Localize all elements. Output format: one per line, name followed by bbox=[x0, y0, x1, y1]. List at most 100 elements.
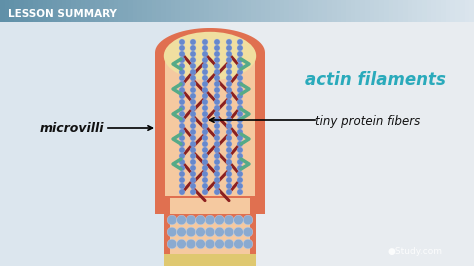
Circle shape bbox=[226, 81, 232, 87]
Circle shape bbox=[226, 183, 232, 189]
Circle shape bbox=[202, 45, 208, 51]
Circle shape bbox=[214, 135, 220, 141]
Circle shape bbox=[202, 63, 208, 69]
Bar bbox=[256, 0, 262, 22]
Bar bbox=[398, 0, 404, 22]
Bar bbox=[175, 0, 181, 22]
Circle shape bbox=[214, 93, 220, 99]
Bar bbox=[469, 0, 474, 22]
Bar bbox=[284, 0, 290, 22]
Bar bbox=[332, 0, 337, 22]
Bar bbox=[137, 0, 143, 22]
Circle shape bbox=[214, 147, 220, 153]
Circle shape bbox=[226, 63, 232, 69]
Bar bbox=[246, 0, 252, 22]
Circle shape bbox=[226, 111, 232, 117]
Circle shape bbox=[237, 111, 243, 117]
Circle shape bbox=[226, 129, 232, 135]
Circle shape bbox=[179, 63, 185, 69]
Bar bbox=[356, 0, 361, 22]
Bar bbox=[436, 0, 442, 22]
Circle shape bbox=[243, 227, 253, 237]
Bar bbox=[114, 0, 119, 22]
Bar bbox=[403, 0, 409, 22]
Circle shape bbox=[205, 215, 215, 225]
Text: tiny protein fibers: tiny protein fibers bbox=[315, 115, 420, 128]
Bar bbox=[76, 0, 82, 22]
Circle shape bbox=[179, 183, 185, 189]
Circle shape bbox=[179, 57, 185, 63]
Bar bbox=[123, 0, 129, 22]
Bar bbox=[280, 0, 285, 22]
Circle shape bbox=[214, 99, 220, 105]
Circle shape bbox=[179, 159, 185, 165]
Circle shape bbox=[190, 123, 196, 129]
Circle shape bbox=[226, 141, 232, 147]
Bar bbox=[62, 0, 67, 22]
Circle shape bbox=[179, 117, 185, 123]
Circle shape bbox=[224, 215, 234, 225]
Bar bbox=[24, 0, 29, 22]
Circle shape bbox=[202, 141, 208, 147]
Bar bbox=[85, 0, 91, 22]
Circle shape bbox=[190, 51, 196, 57]
Circle shape bbox=[190, 105, 196, 111]
Bar bbox=[170, 220, 250, 266]
Bar bbox=[118, 0, 124, 22]
Circle shape bbox=[179, 153, 185, 159]
Circle shape bbox=[237, 123, 243, 129]
Circle shape bbox=[190, 129, 196, 135]
Circle shape bbox=[237, 147, 243, 153]
Circle shape bbox=[179, 87, 185, 93]
Circle shape bbox=[214, 165, 220, 171]
Circle shape bbox=[226, 75, 232, 81]
Bar bbox=[251, 196, 265, 214]
Bar bbox=[412, 0, 418, 22]
Circle shape bbox=[214, 177, 220, 183]
Circle shape bbox=[214, 75, 220, 81]
Bar bbox=[270, 0, 276, 22]
Circle shape bbox=[214, 57, 220, 63]
Bar bbox=[299, 0, 304, 22]
Circle shape bbox=[202, 177, 208, 183]
Circle shape bbox=[237, 171, 243, 177]
Circle shape bbox=[237, 129, 243, 135]
Bar bbox=[199, 0, 205, 22]
Circle shape bbox=[214, 111, 220, 117]
Circle shape bbox=[190, 147, 196, 153]
Bar bbox=[95, 0, 100, 22]
Circle shape bbox=[202, 105, 208, 111]
Circle shape bbox=[202, 159, 208, 165]
Bar bbox=[374, 0, 380, 22]
Bar bbox=[57, 0, 63, 22]
Bar bbox=[171, 0, 176, 22]
Text: ●Study.com: ●Study.com bbox=[388, 247, 443, 256]
Circle shape bbox=[237, 57, 243, 63]
Bar bbox=[237, 0, 243, 22]
Bar bbox=[33, 0, 39, 22]
Circle shape bbox=[202, 165, 208, 171]
Bar bbox=[441, 0, 447, 22]
Circle shape bbox=[226, 93, 232, 99]
Circle shape bbox=[190, 111, 196, 117]
Bar bbox=[9, 0, 15, 22]
Circle shape bbox=[237, 45, 243, 51]
Circle shape bbox=[202, 57, 208, 63]
Bar bbox=[166, 0, 172, 22]
Ellipse shape bbox=[164, 32, 256, 80]
Circle shape bbox=[202, 39, 208, 45]
Circle shape bbox=[237, 93, 243, 99]
Circle shape bbox=[226, 45, 232, 51]
Circle shape bbox=[214, 183, 220, 189]
Bar bbox=[465, 0, 470, 22]
Circle shape bbox=[214, 63, 220, 69]
Circle shape bbox=[214, 81, 220, 87]
Bar bbox=[232, 0, 238, 22]
Circle shape bbox=[179, 147, 185, 153]
Circle shape bbox=[179, 93, 185, 99]
Bar bbox=[47, 0, 53, 22]
Circle shape bbox=[177, 227, 186, 237]
Circle shape bbox=[234, 239, 243, 249]
Circle shape bbox=[190, 93, 196, 99]
Bar bbox=[52, 0, 58, 22]
